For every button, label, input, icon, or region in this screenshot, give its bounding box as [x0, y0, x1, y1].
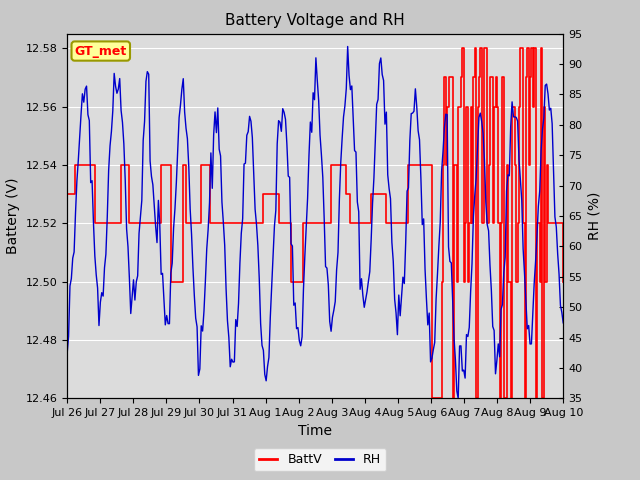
Text: GT_met: GT_met [75, 45, 127, 58]
Y-axis label: RH (%): RH (%) [588, 192, 602, 240]
Legend: BattV, RH: BattV, RH [253, 448, 387, 471]
X-axis label: Time: Time [298, 424, 332, 438]
Title: Battery Voltage and RH: Battery Voltage and RH [225, 13, 405, 28]
Y-axis label: Battery (V): Battery (V) [6, 178, 20, 254]
